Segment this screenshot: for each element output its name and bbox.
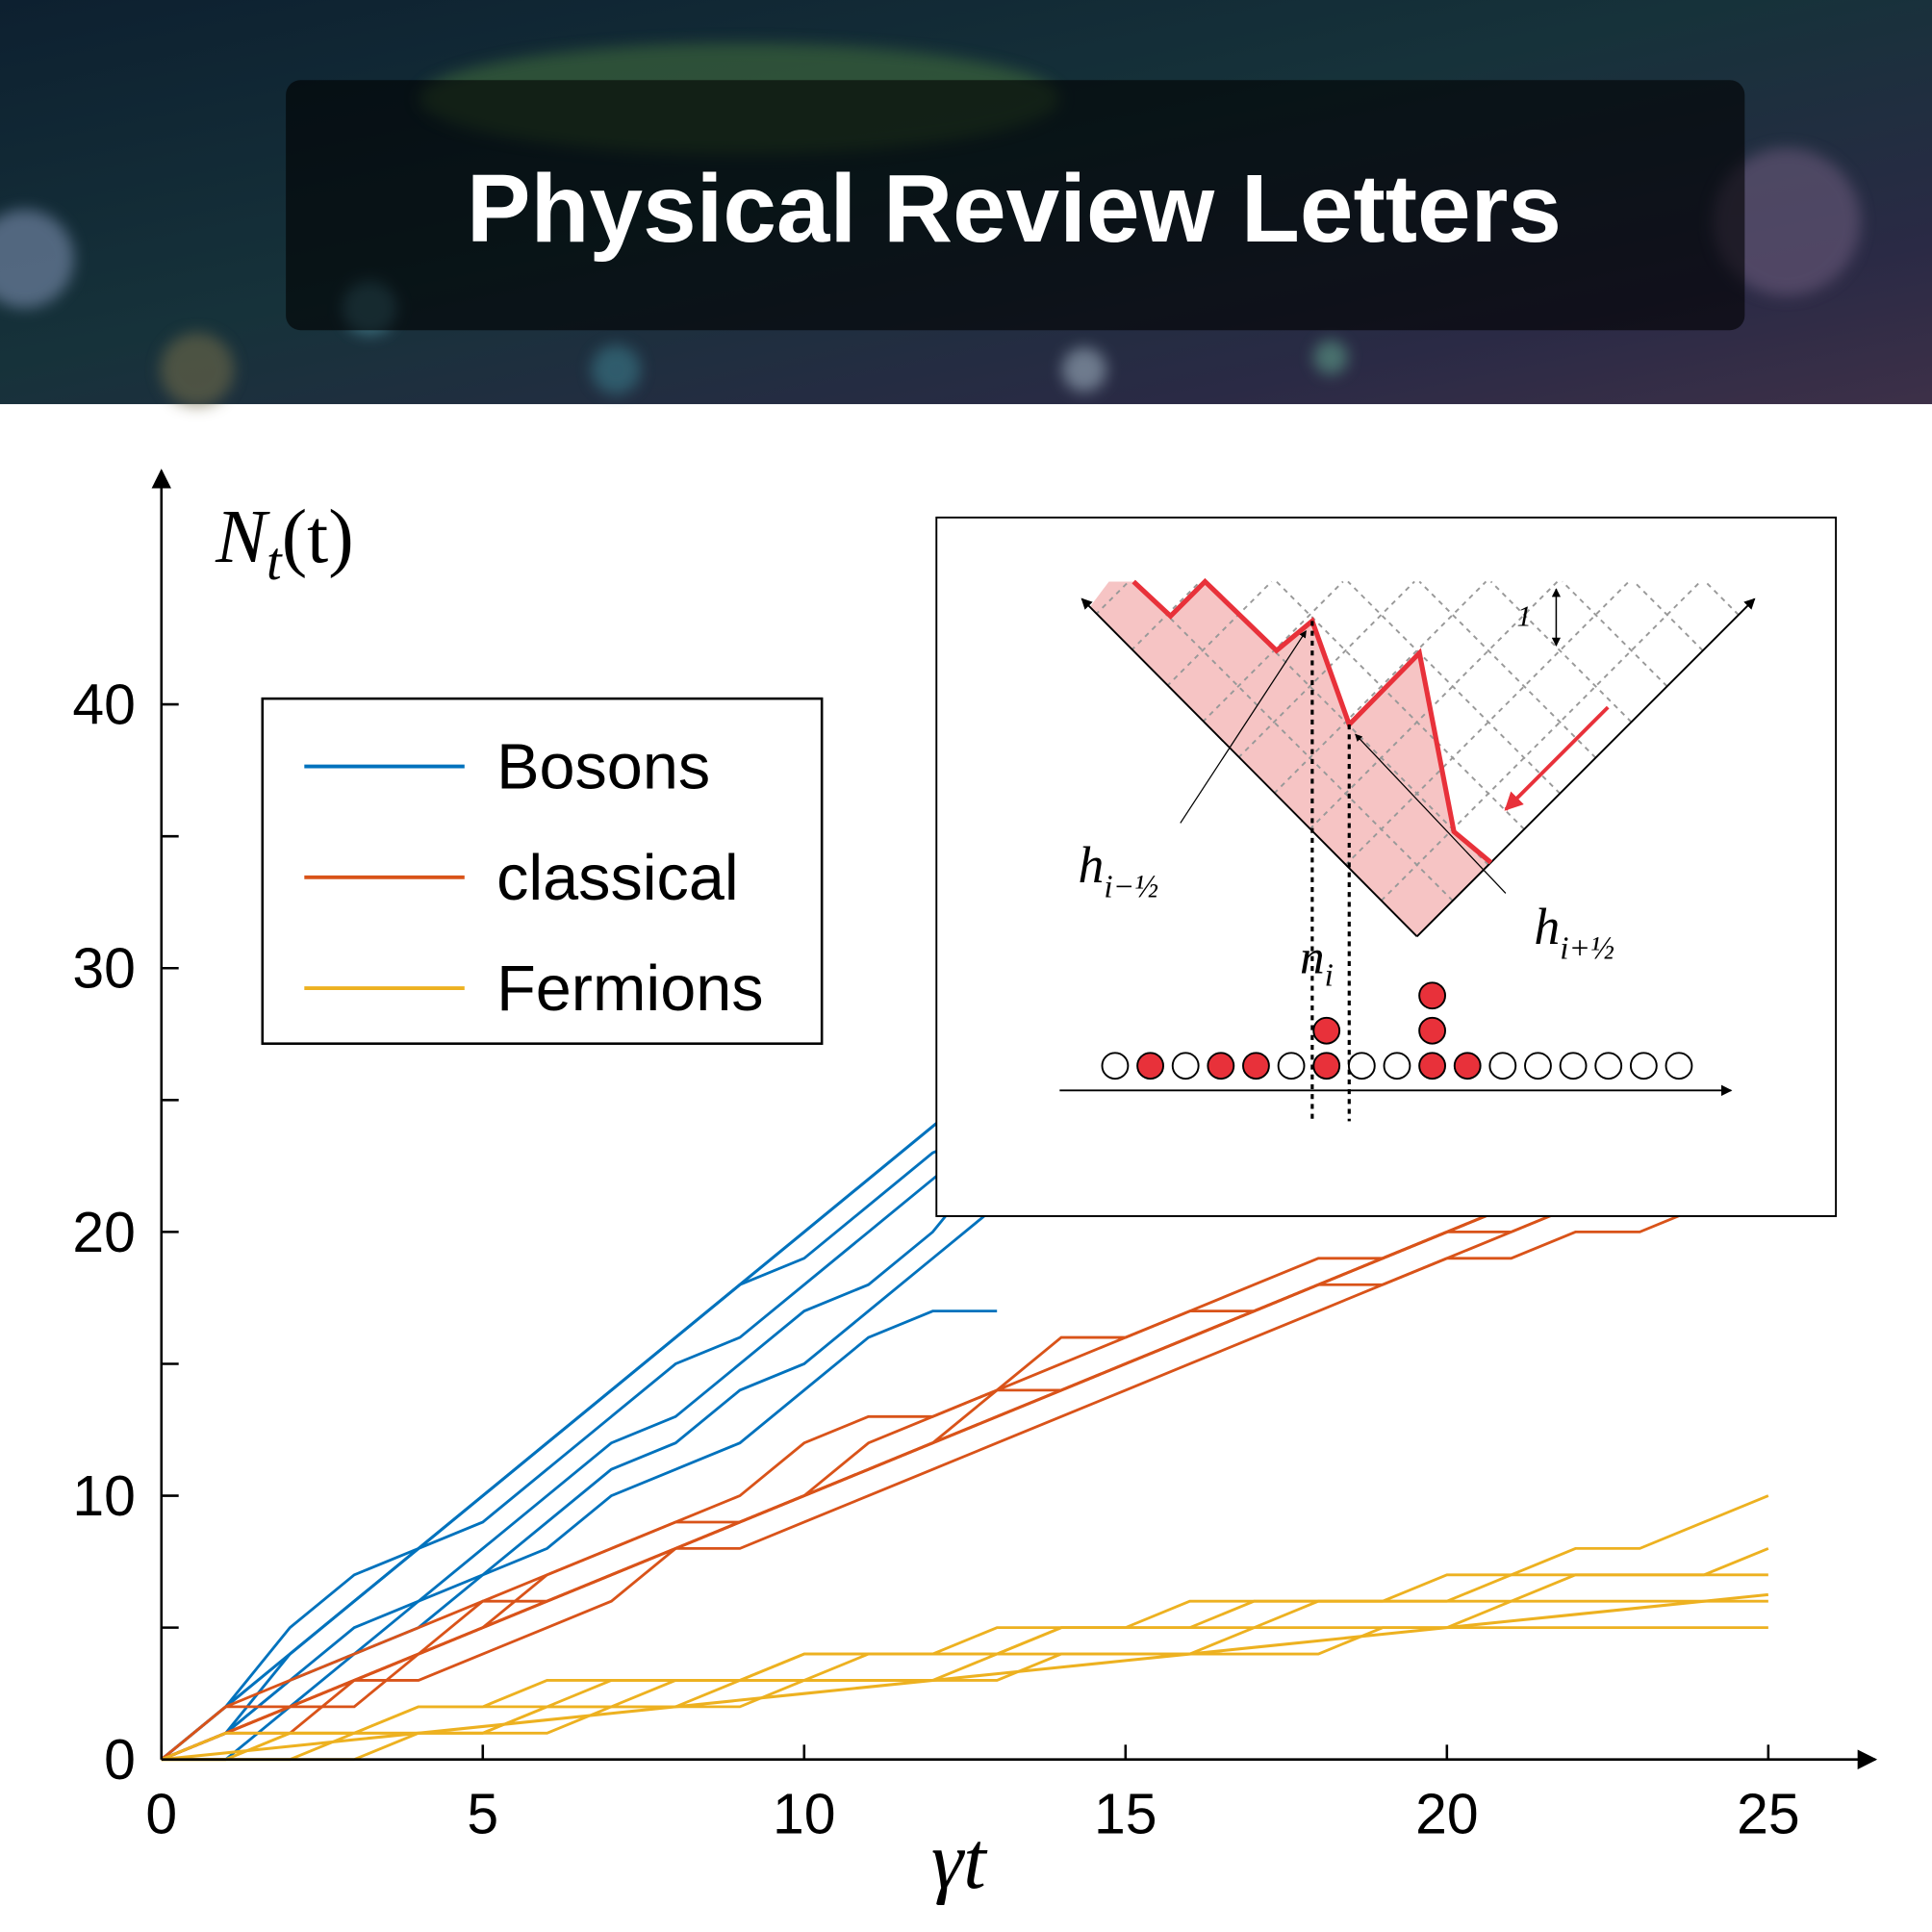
n-sub: i — [1325, 957, 1334, 993]
lattice-line — [1633, 580, 1704, 651]
n-label: ni — [1300, 930, 1334, 994]
n-base: n — [1300, 930, 1325, 985]
lattice-line — [1094, 580, 1130, 616]
empty-site — [1524, 1052, 1552, 1080]
x-tick-label: 5 — [467, 1784, 498, 1846]
unit-label: 1 — [1516, 600, 1531, 633]
mean-line — [161, 1592, 1769, 1762]
trajectory — [161, 1152, 999, 1762]
x-tick-label: 15 — [1094, 1784, 1157, 1846]
empty-site — [1594, 1052, 1623, 1080]
height-area — [1090, 581, 1491, 937]
particle — [1418, 981, 1446, 1010]
h-left-base: h — [1079, 836, 1105, 894]
lattice-line — [1704, 580, 1740, 616]
lattice-line — [1130, 580, 1201, 651]
empty-site — [1347, 1052, 1376, 1080]
empty-site — [1171, 1052, 1200, 1080]
particle — [1418, 1016, 1446, 1045]
lattice-line — [1132, 580, 1454, 902]
y-tick-label: 10 — [72, 1465, 136, 1528]
y-tick-label: 20 — [72, 1202, 136, 1264]
lattice-line — [1202, 580, 1344, 724]
particle — [1312, 1052, 1341, 1080]
trajectory — [161, 1204, 999, 1762]
trajectory — [161, 1204, 1768, 1762]
pointer-left — [1180, 630, 1307, 824]
empty-site — [1559, 1052, 1588, 1080]
inset: 1 hi−½ hi+½ ni — [935, 516, 1838, 1217]
lattice-line — [1237, 580, 1415, 759]
legend-label: Fermions — [496, 953, 763, 1025]
h-left-label: hi−½ — [1079, 836, 1159, 904]
y-tick-label: 0 — [104, 1729, 136, 1792]
title-box — [286, 80, 1745, 331]
particle — [1453, 1052, 1482, 1080]
h-right-label: hi+½ — [1534, 898, 1614, 966]
header: Physical Review Letters — [0, 0, 1932, 407]
lattice-line — [1273, 580, 1487, 795]
growth-arrow — [1504, 705, 1610, 811]
empty-site — [1101, 1052, 1130, 1080]
y-tick-label: 30 — [72, 938, 136, 1001]
trajectory — [160, 1125, 999, 1761]
y-label-sub: t — [267, 532, 283, 592]
lattice-line — [1489, 580, 1633, 724]
empty-site — [1665, 1052, 1693, 1080]
lattice-line — [1380, 580, 1701, 902]
legend-label: classical — [496, 843, 739, 914]
pointer-right — [1355, 733, 1507, 894]
empty-site — [1277, 1052, 1306, 1080]
trajectory — [160, 1151, 1769, 1761]
x-tick-label: 25 — [1737, 1784, 1800, 1846]
particle — [1207, 1052, 1235, 1080]
x-tick-label: 10 — [773, 1784, 836, 1846]
plot: 0 5 10 15 20 25 0 10 20 30 40 — [72, 674, 1799, 1846]
sites — [1101, 981, 1693, 1080]
lattice-line — [1344, 580, 1630, 866]
x-tick-label: 20 — [1415, 1784, 1479, 1846]
particle — [1418, 1052, 1446, 1080]
lattice — [1094, 580, 1740, 902]
x-axis-label: γt — [931, 1817, 988, 1906]
cone-left — [1080, 597, 1418, 937]
h-left-sub: i−½ — [1104, 869, 1158, 904]
y-tick-label: 40 — [72, 674, 136, 737]
legend: Bosons classical Fermions — [261, 697, 824, 1045]
y-label-base: N — [215, 495, 270, 579]
empty-site — [1629, 1052, 1658, 1080]
trajectory — [161, 1573, 1768, 1762]
lattice-line — [1347, 580, 1561, 795]
legend-box — [261, 697, 824, 1045]
y-label-rest: (t) — [282, 495, 354, 579]
h-right-sub: i+½ — [1560, 930, 1614, 966]
y-axis-label: Nt(t) — [215, 495, 354, 592]
h-right-base: h — [1534, 898, 1560, 955]
particle — [1242, 1052, 1270, 1080]
journal-title: Physical Review Letters — [467, 156, 1562, 263]
legend-label: Bosons — [496, 732, 710, 803]
empty-site — [1488, 1052, 1517, 1080]
trajectory — [160, 1125, 1769, 1761]
cone-right — [1416, 597, 1756, 937]
particle — [1136, 1052, 1164, 1080]
mean-line — [160, 1072, 999, 1761]
empty-site — [1383, 1052, 1411, 1080]
x-tick-label: 0 — [145, 1784, 177, 1846]
particle — [1312, 1016, 1341, 1045]
lattice-line — [1418, 580, 1597, 759]
